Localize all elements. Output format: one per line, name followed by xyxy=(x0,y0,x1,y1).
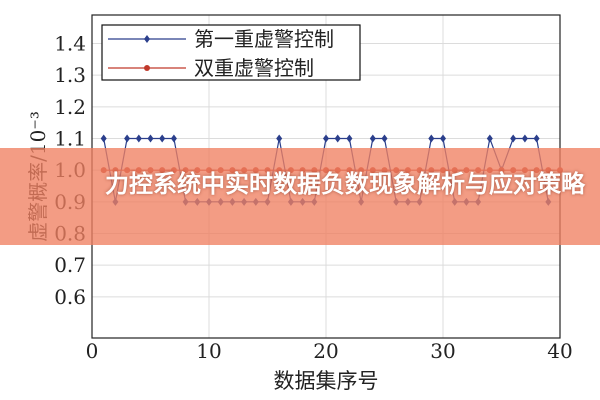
y-tick-label: 0.7 xyxy=(54,253,86,277)
legend-label: 双重虚警控制 xyxy=(194,56,314,80)
data-point xyxy=(521,134,528,143)
y-tick-label: 0.6 xyxy=(54,285,86,309)
legend-marker xyxy=(144,35,150,43)
data-point xyxy=(346,134,353,143)
article-title: 力控系统中实时数据负数现象解析与应对策略 xyxy=(105,170,585,198)
data-point xyxy=(159,134,166,143)
data-point xyxy=(147,134,154,143)
legend-label: 第一重虚警控制 xyxy=(194,27,334,51)
x-axis-label: 数据集序号 xyxy=(274,369,379,393)
data-point xyxy=(428,134,435,143)
data-point xyxy=(510,134,517,143)
y-tick-label: 1.4 xyxy=(54,32,86,56)
data-point xyxy=(533,134,540,143)
legend-box xyxy=(101,24,361,81)
data-point xyxy=(323,134,329,143)
x-tick-label: 10 xyxy=(196,339,221,363)
data-point xyxy=(486,134,493,143)
y-tick-label: 1.3 xyxy=(54,63,86,87)
data-point xyxy=(124,134,131,143)
data-point xyxy=(170,134,177,143)
data-point xyxy=(440,134,446,143)
title-banner xyxy=(0,148,600,245)
data-point xyxy=(381,134,388,143)
y-tick-label: 1.2 xyxy=(54,95,86,119)
data-point xyxy=(135,134,142,143)
data-point xyxy=(276,134,283,143)
data-point xyxy=(334,134,341,143)
x-tick-label: 40 xyxy=(547,339,572,363)
data-point xyxy=(369,134,376,143)
x-tick-label: 30 xyxy=(430,339,455,363)
y-tick-label: 1.1 xyxy=(54,127,86,151)
legend-marker xyxy=(144,65,150,71)
data-point xyxy=(100,134,107,143)
x-tick-label: 20 xyxy=(313,339,338,363)
x-tick-label: 0 xyxy=(86,339,99,363)
